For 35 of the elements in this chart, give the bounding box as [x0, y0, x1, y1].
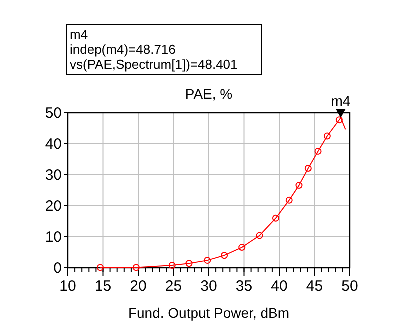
text: indep(m4)=48.716	[70, 42, 176, 57]
x-tick-label: 50	[342, 278, 358, 295]
chart-title: PAE, %	[185, 86, 233, 102]
point	[204, 257, 212, 264]
x-tick-label: 25	[165, 278, 182, 295]
text: m4	[70, 27, 88, 42]
point	[296, 182, 303, 190]
y-tick-label: 40	[45, 136, 62, 153]
x-tick-label: 45	[306, 278, 324, 295]
y-tick-label: 30	[45, 167, 62, 184]
y-tick-label: 20	[45, 198, 62, 215]
x-tick-label: 15	[94, 278, 112, 295]
point	[238, 244, 246, 252]
y-tick-label: 10	[45, 229, 62, 246]
point	[324, 132, 331, 140]
point	[186, 260, 193, 268]
x-tick-label: 30	[200, 278, 218, 295]
point	[256, 232, 264, 240]
x-tick-label: 35	[236, 278, 253, 295]
text: vs(PAE,Spectrum[1])=48.401	[70, 57, 238, 72]
point	[286, 196, 293, 204]
x-tick-label: 10	[60, 278, 76, 295]
y-tick-label: 50	[45, 105, 62, 122]
x-tick-label: 20	[130, 278, 147, 295]
point	[168, 262, 176, 270]
x-tick-label: 40	[271, 278, 288, 295]
point	[336, 116, 343, 124]
point	[132, 264, 140, 272]
point	[304, 164, 312, 172]
x-axis-title: Fund. Output Power, dBm	[128, 305, 290, 321]
annotation: m4	[331, 92, 351, 109]
point	[272, 214, 280, 222]
point	[221, 252, 228, 260]
point	[314, 148, 322, 155]
y-tick-label: 0	[54, 260, 62, 277]
